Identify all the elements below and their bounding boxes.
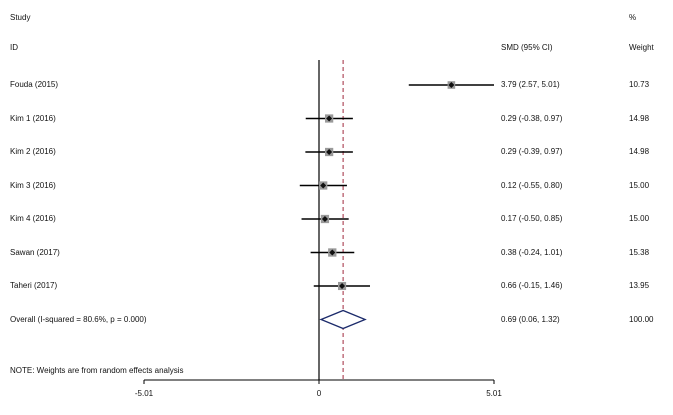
study-weight: 14.98	[629, 147, 650, 156]
study-estimate: 3.79 (2.57, 5.01)	[501, 80, 560, 89]
study-label: Kim 1 (2016)	[10, 113, 56, 123]
study-estimate: 0.17 (-0.50, 0.85)	[501, 214, 563, 223]
estimate-column-header: SMD (95% CI)	[501, 43, 553, 52]
study-label: Fouda (2015)	[10, 80, 59, 89]
study-weight: 14.98	[629, 113, 650, 123]
study-weight: 13.95	[629, 281, 650, 290]
study-estimate: 0.12 (-0.55, 0.80)	[501, 180, 563, 190]
x-tick-label-0: -5.01	[135, 389, 154, 398]
study-weight: 10.73	[629, 80, 650, 89]
study-label: Sawan (2017)	[10, 247, 60, 257]
study-column-title: Study	[10, 13, 31, 22]
study-label: Kim 2 (2016)	[10, 147, 56, 156]
percent-column-title: %	[629, 13, 637, 22]
point-estimate	[326, 149, 333, 155]
x-tick-label-2: 5.01	[486, 389, 502, 398]
study-weight: 15.00	[629, 214, 650, 223]
point-estimate	[339, 283, 346, 289]
point-estimate	[326, 115, 333, 122]
overall-estimate: 0.69 (0.06, 1.32)	[501, 314, 560, 324]
study-estimate: 0.66 (-0.15, 1.46)	[501, 281, 563, 290]
x-tick-label-1: 0	[317, 389, 322, 398]
study-weight: 15.00	[629, 180, 650, 190]
point-estimate	[320, 182, 327, 189]
point-estimate	[448, 82, 455, 88]
point-estimate	[321, 216, 328, 222]
weight-column-header: Weight	[629, 43, 654, 52]
footnote: NOTE: Weights are from random effects an…	[10, 366, 184, 375]
study-estimate: 0.38 (-0.24, 1.01)	[501, 247, 563, 257]
id-column-header: ID	[10, 43, 18, 52]
overall-weight: 100.00	[629, 314, 654, 324]
study-label: Kim 3 (2016)	[10, 180, 56, 190]
study-label: Kim 4 (2016)	[10, 214, 56, 223]
overall-label: Overall (I-squared = 80.6%, p = 0.000)	[10, 314, 147, 324]
study-label: Taheri (2017)	[10, 281, 58, 290]
study-estimate: 0.29 (-0.39, 0.97)	[501, 147, 563, 156]
overall-diamond	[319, 309, 367, 330]
point-estimate	[329, 249, 336, 256]
study-weight: 15.38	[629, 247, 650, 257]
study-estimate: 0.29 (-0.38, 0.97)	[501, 113, 563, 123]
